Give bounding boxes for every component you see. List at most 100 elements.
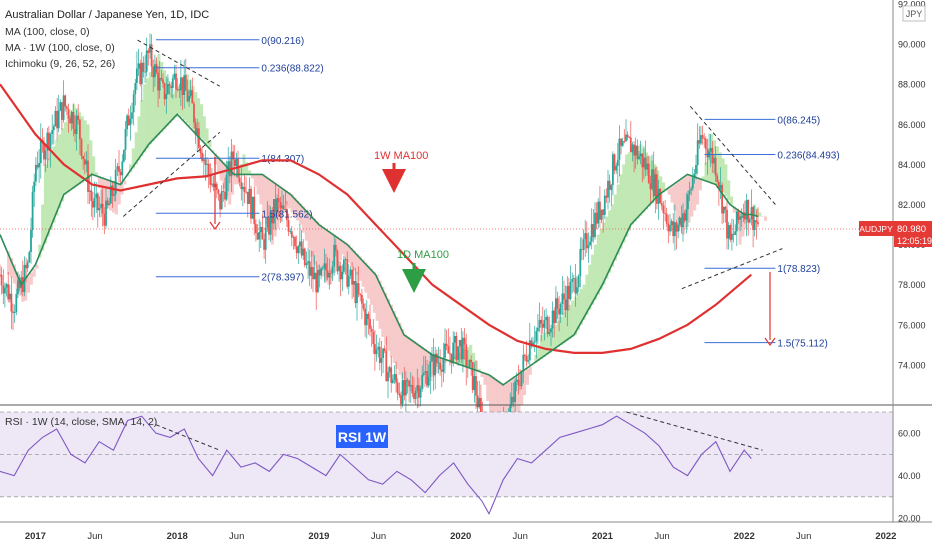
price-axis[interactable]: 92.00090.00088.00086.00084.00082.00080.0… [859, 0, 932, 524]
time-axis[interactable]: 2017 Jun 2018 Jun 2019 Jun 2020 Jun 2021 Jun 2022 J… [0, 521, 932, 542]
candle-body [163, 83, 166, 100]
ma-daily-line [0, 113, 759, 386]
cloud-bear [259, 174, 263, 205]
cloud-bull [636, 146, 640, 219]
candle-body [561, 293, 564, 304]
cloud-bull [188, 80, 192, 127]
candle-body [579, 249, 582, 277]
cloud-bull [562, 312, 566, 343]
candle-body [582, 239, 585, 250]
candle-body [123, 149, 125, 162]
candle-body [362, 303, 365, 309]
candle-body [709, 148, 712, 152]
candle-body [361, 295, 363, 304]
candle-body [538, 319, 541, 328]
price-tick-label: 82.000 [898, 200, 926, 210]
candle-body [331, 266, 334, 274]
cloud-bull [605, 216, 609, 279]
cloud-bear [341, 240, 345, 255]
candle-body [149, 44, 151, 53]
time-tick-label: 2022 [734, 531, 755, 542]
candle-body [326, 270, 329, 278]
rsi-title[interactable]: RSI · 1W (14, close, SMA, 14, 2) [5, 416, 157, 428]
candle-body [651, 169, 653, 190]
cloud-bull [202, 116, 206, 142]
cloud-bull [151, 66, 155, 142]
candle-body [284, 209, 287, 210]
candle-body [385, 350, 388, 382]
candle-body [436, 353, 438, 363]
candle-body [96, 193, 99, 211]
candle-body [152, 66, 155, 78]
cloud-bear [310, 215, 314, 257]
time-tick-label: 2019 [308, 531, 329, 542]
cloud-bull [585, 274, 589, 315]
cloud-bear [525, 368, 529, 385]
rsi-panel[interactable]: RSI · 1W (14, close, SMA, 14, 2) RSI 1W [0, 411, 893, 516]
cloud-bear [344, 242, 348, 259]
cloud-bull [659, 176, 663, 195]
candle-body [530, 340, 533, 347]
candle-body [281, 205, 283, 209]
candle-body [243, 186, 246, 192]
candle-body [514, 381, 516, 402]
candle-body [393, 374, 396, 380]
rsi-trendline [155, 424, 220, 451]
indicator-ichimoku[interactable]: Ichimoku (9, 26, 52, 26) [5, 58, 115, 70]
candle-body [682, 213, 684, 228]
candle-body [54, 110, 57, 127]
price-tick-label: 84.000 [898, 160, 926, 170]
candle-body [235, 158, 238, 167]
candle-body [447, 346, 450, 354]
candle-body [312, 266, 314, 280]
candle-body [577, 276, 580, 288]
candle-body [378, 346, 381, 363]
cloud-bear [233, 174, 237, 185]
cloud-bear [378, 280, 382, 329]
candle-body [155, 64, 158, 73]
cloud-bear [696, 177, 700, 205]
candle-body [215, 183, 218, 190]
candle-body [419, 388, 422, 398]
candle-body [339, 265, 342, 280]
candle-body [246, 192, 249, 204]
candle-body [690, 188, 693, 191]
cloud-bear [514, 376, 518, 425]
candle-body [274, 199, 277, 213]
cloud-bear [216, 156, 220, 173]
candle-body [753, 220, 756, 230]
candle-body [95, 193, 98, 199]
cloud-bull [599, 228, 603, 290]
candle-body [310, 266, 313, 276]
candle-body [315, 272, 318, 293]
fib-extension-right[interactable]: 0(86.245) 0.236(84.493) 1(78.823) 1.5(75.11… [704, 115, 840, 350]
candle-body [308, 261, 311, 276]
time-tick-label: 2018 [167, 531, 188, 542]
candle-body [737, 211, 740, 220]
price-panel[interactable]: 0(90.216)0.236(88.822)1(84.307)1.5(81.56… [0, 0, 893, 485]
candle-body [139, 63, 142, 85]
currency-badge[interactable] [902, 5, 926, 22]
cloud-bear [511, 378, 515, 435]
candle-body [457, 346, 459, 360]
cloud-bull [582, 284, 586, 320]
candle-body [98, 208, 101, 211]
candle-body [595, 212, 598, 224]
candle-body [191, 90, 194, 104]
candle-body [571, 278, 574, 282]
trendlines[interactable] [122, 39, 783, 290]
cloud-bear [352, 250, 356, 271]
candle-body [250, 188, 252, 219]
candle-body [612, 154, 614, 185]
indicator-ma-daily[interactable]: MA (100, close, 0) [5, 26, 90, 38]
candle-body [85, 160, 88, 165]
candle-body [82, 156, 84, 160]
candle-body [147, 50, 150, 53]
cloud-bull [242, 154, 246, 175]
projection-arrow-2022-head [764, 337, 776, 347]
indicator-ma-weekly[interactable]: MA · 1W (100, close, 0) [5, 42, 115, 54]
rsi-trendlines[interactable] [155, 411, 763, 451]
candle-body [747, 199, 750, 223]
